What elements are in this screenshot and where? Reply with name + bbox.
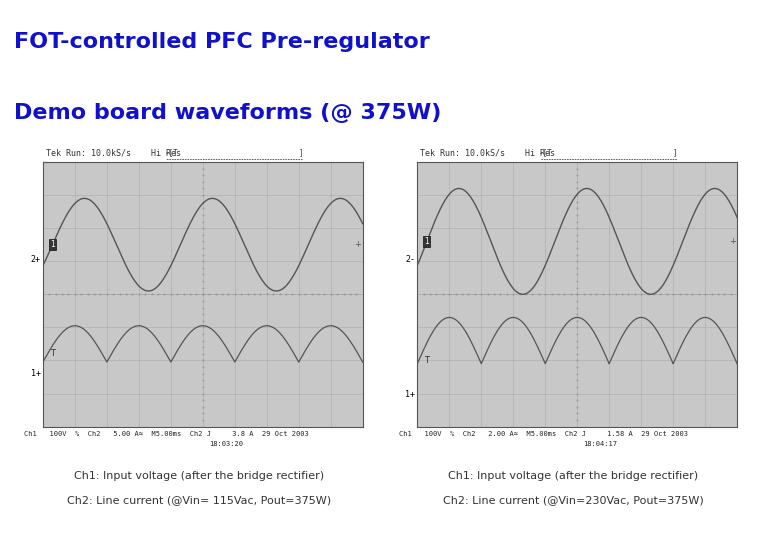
Text: 18:03:20: 18:03:20 <box>209 441 243 447</box>
Text: 1+: 1+ <box>405 390 415 400</box>
Text: 2-: 2- <box>405 255 415 265</box>
Text: Ch1: Input voltage (after the bridge rectifier): Ch1: Input voltage (after the bridge rec… <box>448 471 698 481</box>
Text: -[T: -[T <box>165 148 179 157</box>
Text: Ch2: Line current (@Vin=230Vac, Pout=375W): Ch2: Line current (@Vin=230Vac, Pout=375… <box>443 496 704 505</box>
Text: Ch2: Line current (@Vin= 115Vac, Pout=375W): Ch2: Line current (@Vin= 115Vac, Pout=37… <box>67 496 331 505</box>
Text: +: + <box>729 237 736 246</box>
Text: ]: ] <box>299 148 303 157</box>
Text: +: + <box>354 240 361 249</box>
Text: Ch1: Input voltage (after the bridge rectifier): Ch1: Input voltage (after the bridge rec… <box>74 471 324 481</box>
Text: T: T <box>50 349 55 359</box>
Text: ]: ] <box>673 148 678 157</box>
Text: Tek Run: 10.0kS/s    Hi Res: Tek Run: 10.0kS/s Hi Res <box>420 148 555 158</box>
Text: 1: 1 <box>50 240 55 249</box>
Text: -[T: -[T <box>539 148 553 157</box>
Text: 2+: 2+ <box>30 255 41 265</box>
Text: Ch1   100V  %  Ch2   2.00 A≈  M5.00ms  Ch2 J     1.58 A  29 Oct 2003: Ch1 100V % Ch2 2.00 A≈ M5.00ms Ch2 J 1.5… <box>399 431 688 437</box>
Text: T: T <box>424 356 430 365</box>
Text: Ch1   100V  %  Ch2   5.00 A≈  M5.00ms  Ch2 J     3.8 A  29 Oct 2003: Ch1 100V % Ch2 5.00 A≈ M5.00ms Ch2 J 3.8… <box>24 431 309 437</box>
Text: FOT-controlled PFC Pre-regulator: FOT-controlled PFC Pre-regulator <box>14 32 430 52</box>
Text: 1+: 1+ <box>30 369 41 378</box>
Text: Demo board waveforms (@ 375W): Demo board waveforms (@ 375W) <box>14 103 441 123</box>
Text: Tek Run: 10.0kS/s    Hi Res: Tek Run: 10.0kS/s Hi Res <box>46 148 181 158</box>
Text: 18:04:17: 18:04:17 <box>583 441 617 447</box>
Text: 1: 1 <box>424 237 429 246</box>
